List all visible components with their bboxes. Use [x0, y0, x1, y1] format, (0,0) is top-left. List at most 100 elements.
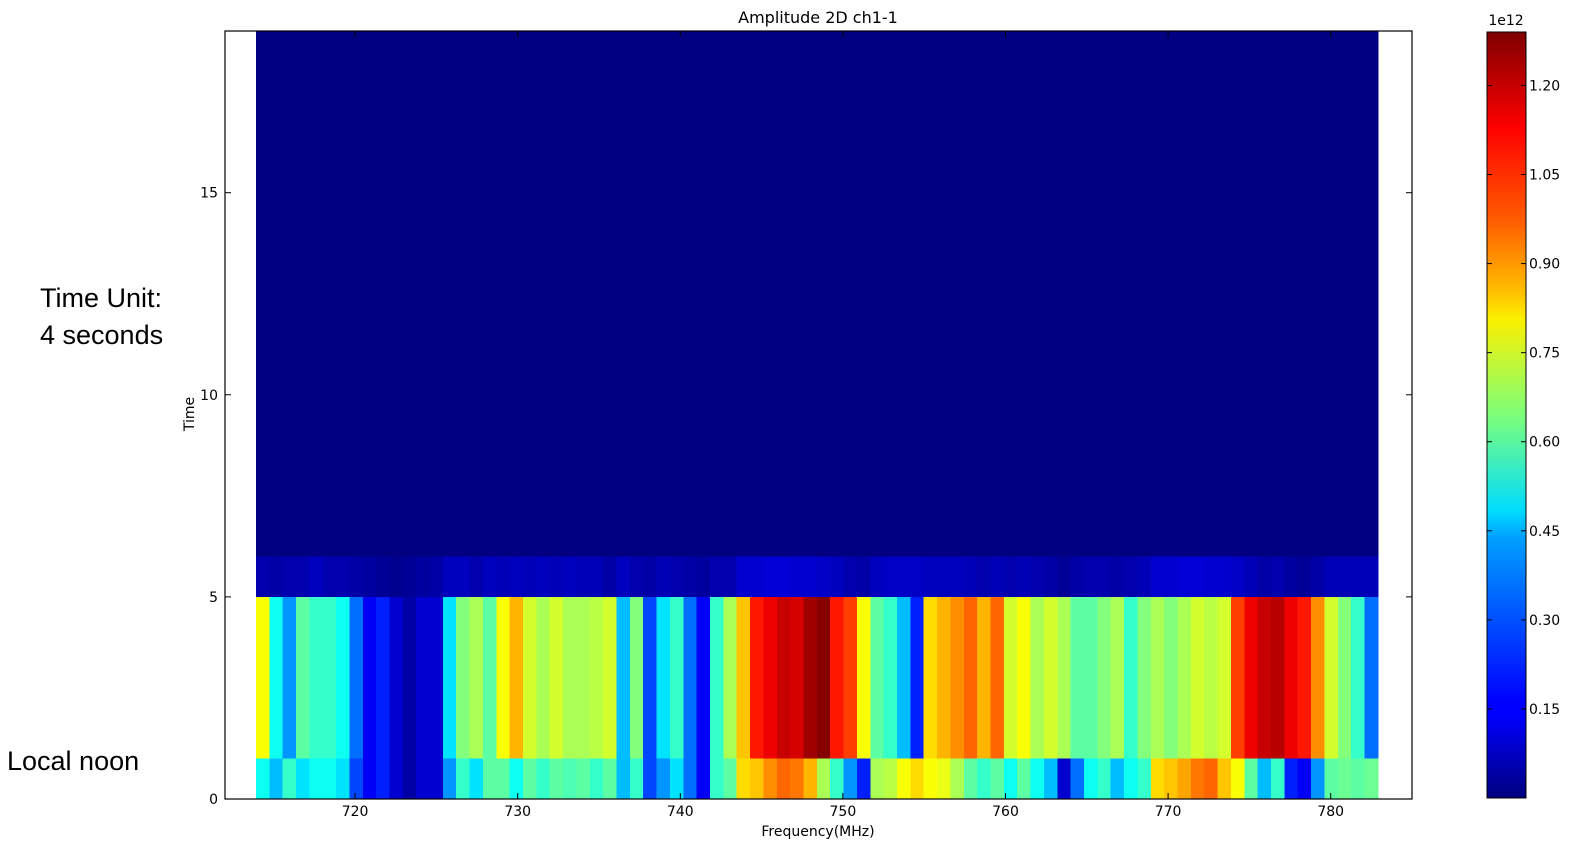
- heatmap-cell: [803, 758, 818, 799]
- heatmap-cell: [389, 556, 404, 597]
- heatmap-cell: [1217, 596, 1232, 759]
- colorbar-gradient: [1486, 31, 1527, 799]
- heatmap-cell: [910, 758, 925, 799]
- heatmap-cell: [616, 758, 631, 799]
- y-axis-label: Time: [182, 397, 198, 432]
- heatmap-cell: [1351, 596, 1366, 759]
- heatmap-cell: [482, 596, 497, 759]
- heatmap-cell: [696, 758, 711, 799]
- heatmap-cell: [1337, 596, 1352, 759]
- heatmap-cell: [629, 758, 644, 799]
- heatmap-cell: [1271, 556, 1285, 597]
- heatmap-cell: [1137, 758, 1152, 799]
- heatmap-cell: [1324, 596, 1339, 759]
- heatmap-cell: [1324, 556, 1339, 597]
- heatmap-cell: [1084, 596, 1098, 759]
- heatmap-cell: [1204, 596, 1219, 759]
- heatmap-cell: [576, 556, 591, 597]
- heatmap-cell: [870, 556, 885, 597]
- heatmap-cell: [1244, 596, 1259, 759]
- heatmap-cell: [723, 758, 738, 799]
- heatmap-cell: [1124, 556, 1139, 597]
- heatmap-cell: [1097, 758, 1112, 799]
- heatmap-cell: [963, 758, 978, 799]
- x-tick-label: 720: [342, 804, 369, 820]
- heatmap-cell: [295, 758, 310, 799]
- heatmap-cell: [696, 556, 711, 597]
- heatmap-cell: [977, 556, 992, 597]
- heatmap-cell: [255, 31, 1379, 557]
- heatmap-cell: [416, 596, 431, 759]
- plot-frame: [224, 30, 1413, 800]
- heatmap-cell: [1017, 556, 1032, 597]
- heatmap-cell: [589, 556, 604, 597]
- heatmap-cell: [897, 556, 911, 597]
- heatmap-cell: [523, 596, 537, 759]
- heatmap-cell: [442, 596, 457, 759]
- colorbar-tick-label: 0.15: [1529, 702, 1560, 718]
- heatmap-cell: [1284, 758, 1299, 799]
- heatmap-cell: [1244, 556, 1259, 597]
- heatmap-cell: [336, 596, 350, 759]
- heatmap-cell: [496, 596, 511, 759]
- heatmap-cell: [282, 556, 297, 597]
- heatmap-cell: [349, 556, 364, 597]
- heatmap-cell: [750, 596, 765, 759]
- heatmap-cell: [416, 758, 431, 799]
- y-tick-label: 0: [209, 792, 218, 808]
- x-tick-label: 740: [667, 804, 694, 820]
- heatmap-cell: [282, 758, 297, 799]
- heatmap-cell: [977, 758, 992, 799]
- heatmap-cell: [776, 758, 791, 799]
- heatmap-cell: [629, 596, 644, 759]
- heatmap-cell: [469, 758, 484, 799]
- heatmap-cell: [1003, 758, 1018, 799]
- heatmap-cell: [656, 556, 671, 597]
- heatmap-cell: [710, 596, 724, 759]
- heatmap-cell: [816, 758, 831, 799]
- heatmap-cell: [389, 758, 404, 799]
- heatmap-cell: [402, 596, 417, 759]
- heatmap-cell: [549, 596, 564, 759]
- y-tick-label: 15: [200, 186, 218, 202]
- heatmap-cell: [669, 758, 684, 799]
- heatmap-cell: [897, 758, 911, 799]
- x-tick-label: 730: [504, 804, 531, 820]
- heatmap-cell: [1017, 758, 1032, 799]
- heatmap-cell: [509, 596, 524, 759]
- heatmap-cell: [1311, 758, 1326, 799]
- colorbar-tick-label: 1.05: [1529, 168, 1560, 184]
- heatmap-cell: [1110, 596, 1125, 759]
- heatmap-cell: [536, 758, 551, 799]
- heatmap-cell: [509, 758, 524, 799]
- heatmap-cell: [1003, 596, 1018, 759]
- heatmap-cell: [990, 758, 1005, 799]
- heatmap-cell: [763, 758, 778, 799]
- time-unit-line1: Time Unit:: [40, 283, 163, 313]
- heatmap-cell: [1030, 596, 1045, 759]
- heatmap-cell: [1057, 758, 1072, 799]
- heatmap-cell: [1337, 556, 1352, 597]
- heatmap-cell: [362, 758, 377, 799]
- heatmap-cell: [402, 758, 417, 799]
- heatmap-cell: [576, 758, 591, 799]
- heatmap-cell: [1217, 758, 1232, 799]
- colorbar: 0.15 0.30 0.45 0.60 0.75 0.90 1.05 1.20: [1486, 31, 1560, 799]
- heatmap-cell: [1297, 758, 1312, 799]
- heatmap-cell: [883, 556, 898, 597]
- heatmap-cell: [776, 596, 791, 759]
- heatmap-cell: [683, 596, 698, 759]
- heatmap-cell: [1230, 758, 1245, 799]
- heatmap-cell: [616, 596, 631, 759]
- heatmap-cell: [549, 556, 564, 597]
- time-unit-line2: 4 seconds: [40, 320, 164, 350]
- heatmap-cell: [469, 556, 484, 597]
- heatmap-cell: [870, 758, 885, 799]
- heatmap-cell: [710, 758, 724, 799]
- heatmap-cell: [536, 556, 551, 597]
- heatmap-cell: [309, 758, 324, 799]
- heatmap-cell: [643, 556, 658, 597]
- heatmap-cell: [950, 556, 965, 597]
- heatmap-cell: [629, 556, 644, 597]
- heatmap-cell: [1271, 596, 1285, 759]
